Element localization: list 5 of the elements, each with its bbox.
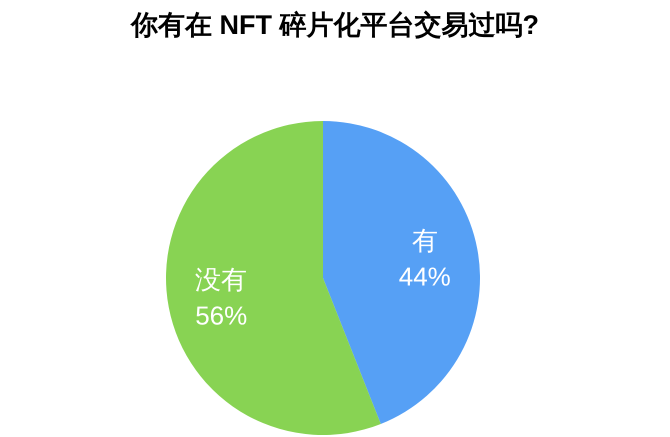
data-label: 56% (195, 300, 248, 330)
data-label: 44% (398, 262, 451, 292)
chart-title: 你有在 NFT 碎片化平台交易过吗? (130, 10, 539, 40)
slice-label: 没有 (195, 264, 248, 294)
slice-label: 有 (412, 226, 438, 256)
